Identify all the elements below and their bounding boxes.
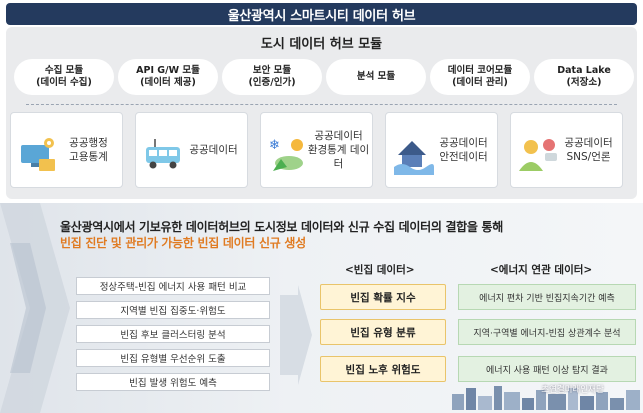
module-analysis: 분석 모듈 [326, 59, 426, 95]
description-line1: 울산광역시에서 기보유한 데이터허브의 도시정보 데이터와 신규 수집 데이터의… [60, 220, 504, 234]
method-item: 정상주택-빈집 에너지 사용 패턴 비교 [76, 277, 270, 295]
source-label: 고용통계 [69, 151, 108, 163]
computer-gear-icon [21, 138, 55, 171]
source-label: SNS/언론 [566, 151, 611, 163]
source-label: 공공데이터 [189, 144, 238, 156]
energy-data-item: 지역·구역별 에너지-빈집 상관계수 분석 [458, 319, 636, 345]
house-flood-icon [394, 141, 434, 175]
description-line2: 빈집 진단 및 관리가 가능한 빈집 데이터 신규 생성 [60, 236, 306, 250]
hub-module-panel: 도시 데이터 허브 모듈 수집 모듈 (데이터 수집) API G/W 모듈 (데이… [6, 27, 637, 199]
method-item: 빈집 발생 위험도 예측 [76, 373, 270, 391]
method-item: 빈집 유형별 우선순위 도출 [76, 349, 270, 367]
energy-data-item: 에너지 편차 기반 빈집지속기간 예측 [458, 284, 636, 310]
bus-icon [146, 139, 180, 169]
source-label: 공공데이터 [439, 137, 488, 149]
energy-data-header: <에너지 연관 데이터> [490, 264, 593, 276]
module-security: 보안 모듈 (인증/인가) [222, 59, 322, 95]
page-title: 울산광역시 스마트시티 데이터 허브 [6, 3, 637, 25]
watermark: 초연결미래인재단 [541, 385, 604, 395]
source-card-transport: 공공데이터 [135, 112, 248, 188]
weather-icon: ❄ [269, 138, 303, 171]
method-item: 지역별 빈집 집중도·위험도 [76, 301, 270, 319]
module-data-core: 데이터 코어모듈 (데이터 관리) [430, 59, 530, 95]
module-api-gateway: API G/W 모듈 (데이터 제공) [118, 59, 218, 95]
city-skyline-decoration [452, 386, 640, 410]
source-label: 안전데이터 [439, 151, 488, 163]
vacancy-data-item: 빈집 노후 위험도 [320, 356, 446, 382]
source-card-safety: 공공데이터 안전데이터 [385, 112, 498, 188]
source-card-sns: 공공데이터 SNS/언론 [510, 112, 623, 188]
people-chat-icon [519, 139, 557, 171]
source-card-environment: ❄ 공공데이터 환경통계 데이터 [260, 112, 373, 188]
method-item: 빈집 후보 클러스터링 분석 [76, 325, 270, 343]
svg-text:❄: ❄ [269, 138, 280, 153]
module-collection: 수집 모듈 (데이터 수집) [14, 59, 114, 95]
right-arrow-icon [280, 285, 312, 385]
module-data-lake: Data Lake (저장소) [534, 59, 634, 95]
source-card-admin: 공공행정 고용통계 [10, 112, 123, 188]
source-label: 환경통계 데이터 [307, 144, 370, 170]
source-label: 공공데이터 [314, 130, 363, 142]
chevron-arrow-icon [0, 203, 70, 413]
vacancy-data-item: 빈집 확률 지수 [320, 284, 446, 310]
divider [26, 104, 617, 105]
source-label: 공공데이터 [564, 137, 613, 149]
vacancy-data-item: 빈집 유형 분류 [320, 319, 446, 345]
source-label: 공공행정 [69, 137, 108, 149]
hub-title: 도시 데이터 허브 모듈 [260, 37, 383, 52]
energy-data-item: 에너지 사용 패턴 이상 탐지 결과 [458, 356, 636, 382]
vacancy-data-header: <빈집 데이터> [345, 264, 415, 276]
